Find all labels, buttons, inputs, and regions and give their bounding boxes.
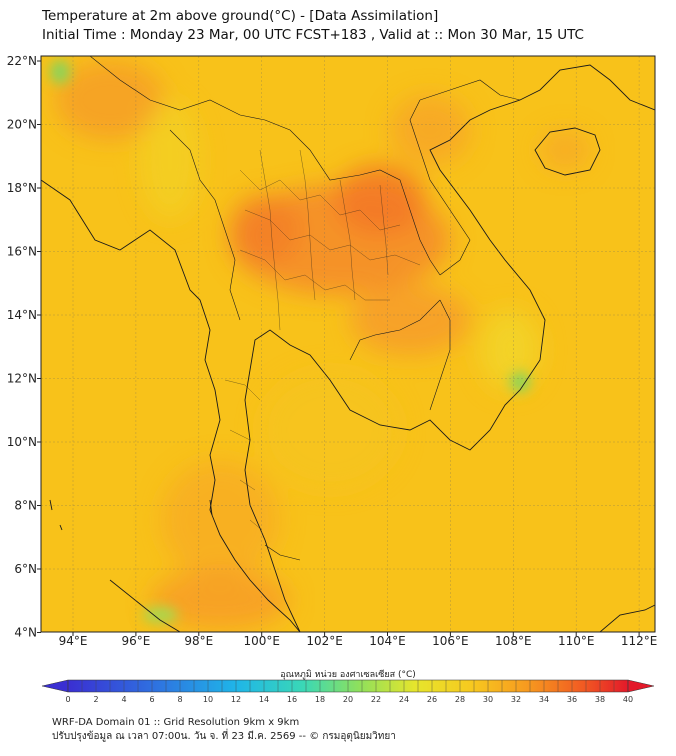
colorbar-label: 24: [399, 695, 409, 704]
colorbar-label: 16: [287, 695, 297, 704]
colorbar-label: 10: [203, 695, 213, 704]
colorbar-labels: 0 2 4 6 8 10 12 14 16 18 20 22 24 26 28 30 32 34 36 38 40: [65, 695, 633, 704]
colorbar-label: 38: [595, 695, 605, 704]
lon-label: 98°E: [184, 634, 213, 648]
coastline-myanmar-thailand-west: [41, 179, 301, 632]
colorbar-label: 0: [65, 695, 70, 704]
colorbar-label: 4: [121, 695, 126, 704]
lat-label: 4°N: [14, 626, 37, 640]
lat-label: 22°N: [7, 54, 37, 68]
border-thailand-laos: [264, 119, 441, 276]
map-subtitle: Initial Time : Monday 23 Mar, 00 UTC FCS…: [42, 27, 584, 43]
cool-zone-myanmar-hills: [140, 100, 200, 220]
hot-zone-hainan: [540, 130, 590, 170]
colorbar-ticks: [67, 680, 629, 692]
lon-label: 102°E: [306, 634, 343, 648]
hot-zone-west: [230, 195, 300, 265]
footer-update-info: ปรับปรุงข้อมูล ณ เวลา 07:00น. วัน จ. ที่…: [52, 731, 396, 742]
colorbar-label: 22: [371, 695, 381, 704]
map-title: Temperature at 2m above ground(°C) - [Da…: [42, 8, 439, 24]
lon-label: 96°E: [121, 634, 150, 648]
colorbar-label: 14: [259, 695, 269, 704]
colorbar-label: 36: [567, 695, 577, 704]
graticule: [41, 56, 655, 632]
colorbar-label: 6: [149, 695, 154, 704]
colorbar-label: 30: [483, 695, 493, 704]
lon-label: 100°E: [243, 634, 280, 648]
coastline-islands: [49, 499, 213, 531]
longitude-axis: 94°E 96°E 98°E 100°E 102°E 104°E 106°E 108°E 110…: [59, 632, 658, 648]
latitude-axis: 22°N 20°N 18°N 16°N 14°N 12°N 10°N 8°N 6°N 4°N: [7, 54, 41, 640]
lat-label: 10°N: [7, 435, 37, 449]
lon-label: 112°E: [621, 634, 658, 648]
province-borders: [224, 149, 421, 531]
coastlines: [41, 64, 655, 632]
lat-label: 14°N: [7, 308, 37, 322]
colorbar-label: 12: [231, 695, 241, 704]
colorbar-title: อุณหภูมิ หน่วย องศาเซลเซียส (°C): [280, 669, 416, 680]
lon-label: 106°E: [432, 634, 469, 648]
colorbar-right-arrow: [627, 679, 655, 693]
border-laos-vietnam: [409, 99, 471, 276]
lat-label: 16°N: [7, 245, 37, 259]
colorbar-label: 40: [623, 695, 633, 704]
border-cambodia-vietnam: [429, 299, 451, 411]
colorbar-label: 32: [511, 695, 521, 704]
colorbar-label: 28: [455, 695, 465, 704]
coastline-hainan: [534, 127, 601, 176]
hot-zone-andaman: [160, 460, 280, 580]
plot-frame: [40, 55, 656, 633]
country-borders: [89, 56, 521, 561]
green-patch-sumatra: [142, 607, 178, 623]
temperature-field: [55, 60, 590, 630]
colorbar-left-arrow: [41, 679, 69, 693]
border-vietnam-china: [419, 79, 521, 101]
lat-label: 12°N: [7, 372, 37, 386]
lat-label: 8°N: [14, 499, 37, 513]
colorbar-label: 8: [177, 695, 182, 704]
hot-zone-northeast: [335, 165, 425, 235]
hot-zone-cambodia: [350, 285, 470, 355]
cool-zone-gulf: [260, 370, 400, 490]
border-myanmar-china: [89, 56, 266, 121]
lat-label: 18°N: [7, 181, 37, 195]
footer-model-info: WRF-DA Domain 01 :: Grid Resolution 9km …: [52, 717, 300, 728]
border-thailand-malaysia: [264, 544, 301, 561]
cool-patches: [50, 60, 530, 623]
lon-label: 104°E: [369, 634, 406, 648]
hot-zone-myanmar-north: [55, 60, 165, 140]
colorbar-label: 20: [343, 695, 353, 704]
coastline-sumatra: [109, 579, 181, 632]
colorbar-label: 2: [93, 695, 98, 704]
coastline-borneo: [599, 604, 655, 632]
lat-label: 20°N: [7, 118, 37, 132]
colorbar-label: 26: [427, 695, 437, 704]
green-patch-northwest: [50, 60, 70, 84]
green-patch-vietnam: [510, 372, 530, 392]
lon-label: 108°E: [495, 634, 532, 648]
colorbar-label: 34: [539, 695, 549, 704]
lat-label: 6°N: [14, 562, 37, 576]
lon-label: 94°E: [59, 634, 88, 648]
coastline-gulf-of-thailand: [244, 64, 655, 632]
plot-area: [41, 56, 655, 632]
cool-zone-vietnam: [480, 310, 540, 390]
lon-label: 110°E: [558, 634, 595, 648]
colorbar-label: 18: [315, 695, 325, 704]
border-myanmar-thailand: [169, 129, 241, 321]
hot-zone-laos-north: [390, 95, 470, 165]
